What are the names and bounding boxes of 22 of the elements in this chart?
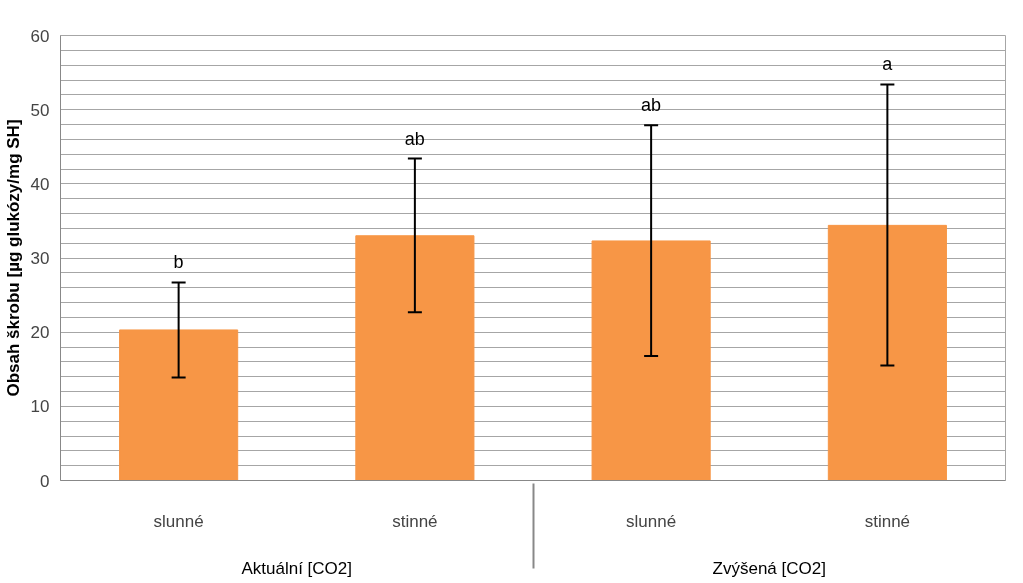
annotation: ab xyxy=(404,128,425,149)
y-axis-title: Obsah škrobu [µg glukózy/mg SH] xyxy=(3,119,23,397)
x-tick-label: stinné xyxy=(864,511,911,531)
y-tick-label: 10 xyxy=(30,397,50,417)
bar xyxy=(827,224,947,481)
annotation: ab xyxy=(641,95,662,116)
y-tick-label: 40 xyxy=(30,174,50,194)
text: Aktuální [CO2] xyxy=(241,558,353,578)
bar xyxy=(355,235,475,481)
x-tick-label: slunné xyxy=(626,511,677,531)
bar xyxy=(591,240,711,481)
y-tick-label: 20 xyxy=(30,323,50,343)
annotation: b xyxy=(173,252,184,273)
y-tick-label: 60 xyxy=(30,26,50,46)
y-tick-label: 50 xyxy=(30,100,50,120)
x-tick-label: stinné xyxy=(392,511,438,531)
annotation: a xyxy=(882,54,894,75)
bar xyxy=(119,329,239,481)
x-tick-label: slunné xyxy=(153,511,204,531)
text: Zvýšená [CO2] xyxy=(712,558,826,578)
y-tick-label: 30 xyxy=(30,249,50,268)
y-tick-label: 0 xyxy=(40,471,50,491)
